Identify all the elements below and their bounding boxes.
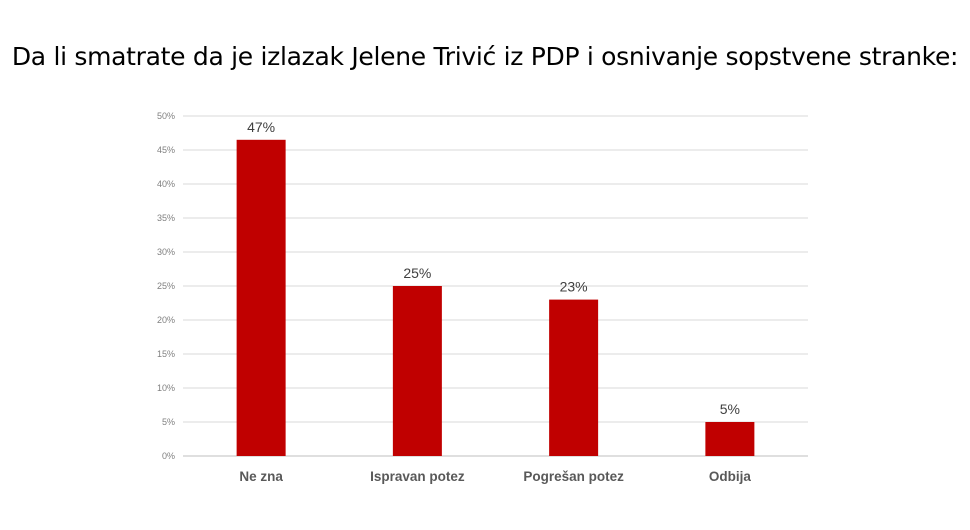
- bar: [549, 299, 599, 456]
- gridlines: [183, 115, 808, 457]
- x-axis-ticks: Ne zna Ispravan potez Pogrešan potez Odbija: [239, 469, 751, 484]
- y-axis-ticks: 0% 5% 10% 15% 20% 25% 30% 35% 40% 45% 50%: [157, 111, 175, 461]
- bar: [236, 139, 286, 457]
- x-tick-label: Ispravan potez: [370, 469, 465, 484]
- y-tick-label: 15%: [157, 349, 175, 359]
- x-tick-label: Pogrešan potez: [523, 469, 624, 484]
- y-tick-label: 35%: [157, 213, 175, 223]
- data-label: 25%: [403, 265, 431, 281]
- data-label: 5%: [720, 401, 740, 417]
- bar: [705, 422, 755, 456]
- y-tick-label: 30%: [157, 247, 175, 257]
- data-label: 23%: [560, 279, 588, 295]
- y-tick-label: 0%: [162, 451, 175, 461]
- bars: [236, 139, 755, 457]
- x-tick-label: Ne zna: [239, 469, 283, 484]
- y-tick-label: 10%: [157, 383, 175, 393]
- chart-title: Da li smatrate da je izlazak Jelene Triv…: [11, 42, 959, 71]
- y-tick-label: 20%: [157, 315, 175, 325]
- data-label: 47%: [247, 119, 275, 135]
- x-tick-label: Odbija: [709, 469, 751, 484]
- data-labels: 47% 25% 23% 5%: [247, 119, 740, 417]
- y-tick-label: 50%: [157, 111, 175, 121]
- bar: [392, 286, 442, 456]
- y-tick-label: 45%: [157, 145, 175, 155]
- y-tick-label: 40%: [157, 179, 175, 189]
- y-tick-label: 25%: [157, 281, 175, 291]
- y-tick-label: 5%: [162, 417, 175, 427]
